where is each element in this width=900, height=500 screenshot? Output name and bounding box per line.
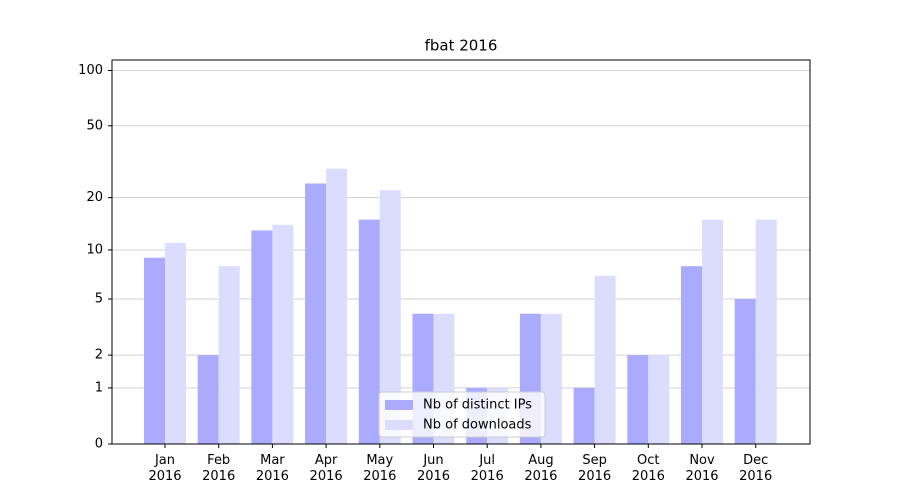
y-tick-label: 1 [95,380,103,395]
bar [144,257,165,444]
bar [218,266,240,444]
bar [326,168,348,444]
y-tick-label: 50 [86,118,103,133]
y-tick-label: 10 [86,242,103,257]
x-tick-label: May 2016 [363,453,397,484]
x-tick-label: Jul 2016 [470,453,504,484]
bar [305,183,327,444]
bar [734,298,756,444]
bar [702,219,723,444]
y-tick-label: 0 [95,437,103,452]
bar [573,387,595,444]
legend-label: Nb of distinct IPs [423,398,532,413]
bar [755,219,777,444]
x-tick-label: Apr 2016 [309,453,343,484]
legend-label: Nb of downloads [423,418,532,433]
plot-frame [111,59,811,445]
chart-title: fbat 2016 [425,37,498,55]
y-tick-label: 20 [86,190,103,205]
bar [251,230,273,444]
x-tick-label: Aug 2016 [524,453,558,484]
bar [594,275,616,444]
bar [197,355,219,444]
bar [540,313,562,444]
bar [681,266,702,444]
x-tick-label: Jan 2016 [148,453,182,484]
x-tick-label: Dec 2016 [739,453,773,484]
x-tick-label: Mar 2016 [255,453,289,484]
x-tick-label: Nov 2016 [685,453,719,484]
bar [358,219,380,444]
bar [165,242,186,444]
legend-swatch [385,400,413,410]
x-tick-label: Feb 2016 [202,453,236,484]
legend-box [378,391,546,438]
y-tick-label: 2 [95,348,103,363]
y-tick-label: 100 [78,63,103,78]
bar [272,224,294,444]
x-tick-label: Jun 2016 [416,453,451,484]
bar [379,190,401,444]
bar [627,355,649,444]
x-tick-label: Sep 2016 [578,453,612,484]
y-tick-label: 5 [95,291,103,306]
bar [648,355,670,444]
x-tick-label: Oct 2016 [631,453,665,484]
legend-swatch [385,420,413,430]
